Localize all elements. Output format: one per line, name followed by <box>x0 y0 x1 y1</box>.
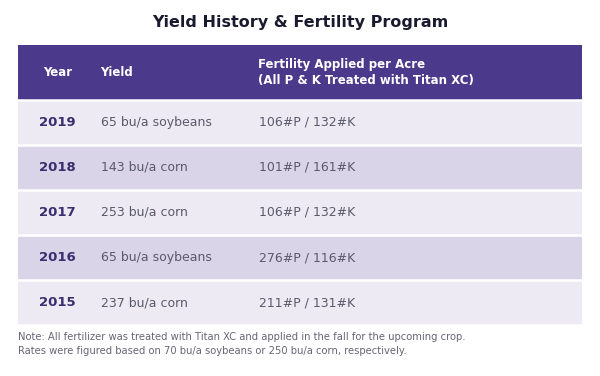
FancyBboxPatch shape <box>18 100 582 145</box>
Text: 2018: 2018 <box>39 161 76 174</box>
Text: 106#P / 132#K: 106#P / 132#K <box>259 116 356 129</box>
Text: 65 bu/a soybeans: 65 bu/a soybeans <box>101 251 212 264</box>
Text: 101#P / 161#K: 101#P / 161#K <box>259 161 356 174</box>
FancyBboxPatch shape <box>18 45 582 100</box>
Text: 276#P / 116#K: 276#P / 116#K <box>259 251 356 264</box>
Text: Yield History & Fertility Program: Yield History & Fertility Program <box>152 15 448 30</box>
Text: Fertility Applied per Acre
(All P & K Treated with Titan XC): Fertility Applied per Acre (All P & K Tr… <box>258 58 473 87</box>
Text: 211#P / 131#K: 211#P / 131#K <box>259 296 356 309</box>
Text: 253 bu/a corn: 253 bu/a corn <box>101 206 188 219</box>
FancyBboxPatch shape <box>18 190 582 235</box>
FancyBboxPatch shape <box>18 235 582 280</box>
Text: 143 bu/a corn: 143 bu/a corn <box>101 161 188 174</box>
FancyBboxPatch shape <box>18 280 582 325</box>
Text: 2017: 2017 <box>39 206 76 219</box>
FancyBboxPatch shape <box>18 145 582 190</box>
Text: Yield: Yield <box>100 66 133 79</box>
Text: 2019: 2019 <box>39 116 76 129</box>
Text: 2015: 2015 <box>39 296 76 309</box>
Text: 2016: 2016 <box>39 251 76 264</box>
Text: Note: All fertilizer was treated with Titan XC and applied in the fall for the u: Note: All fertilizer was treated with Ti… <box>18 332 466 356</box>
Text: 65 bu/a soybeans: 65 bu/a soybeans <box>101 116 212 129</box>
Text: 106#P / 132#K: 106#P / 132#K <box>259 206 356 219</box>
Text: Year: Year <box>43 66 72 79</box>
Text: 237 bu/a corn: 237 bu/a corn <box>101 296 188 309</box>
